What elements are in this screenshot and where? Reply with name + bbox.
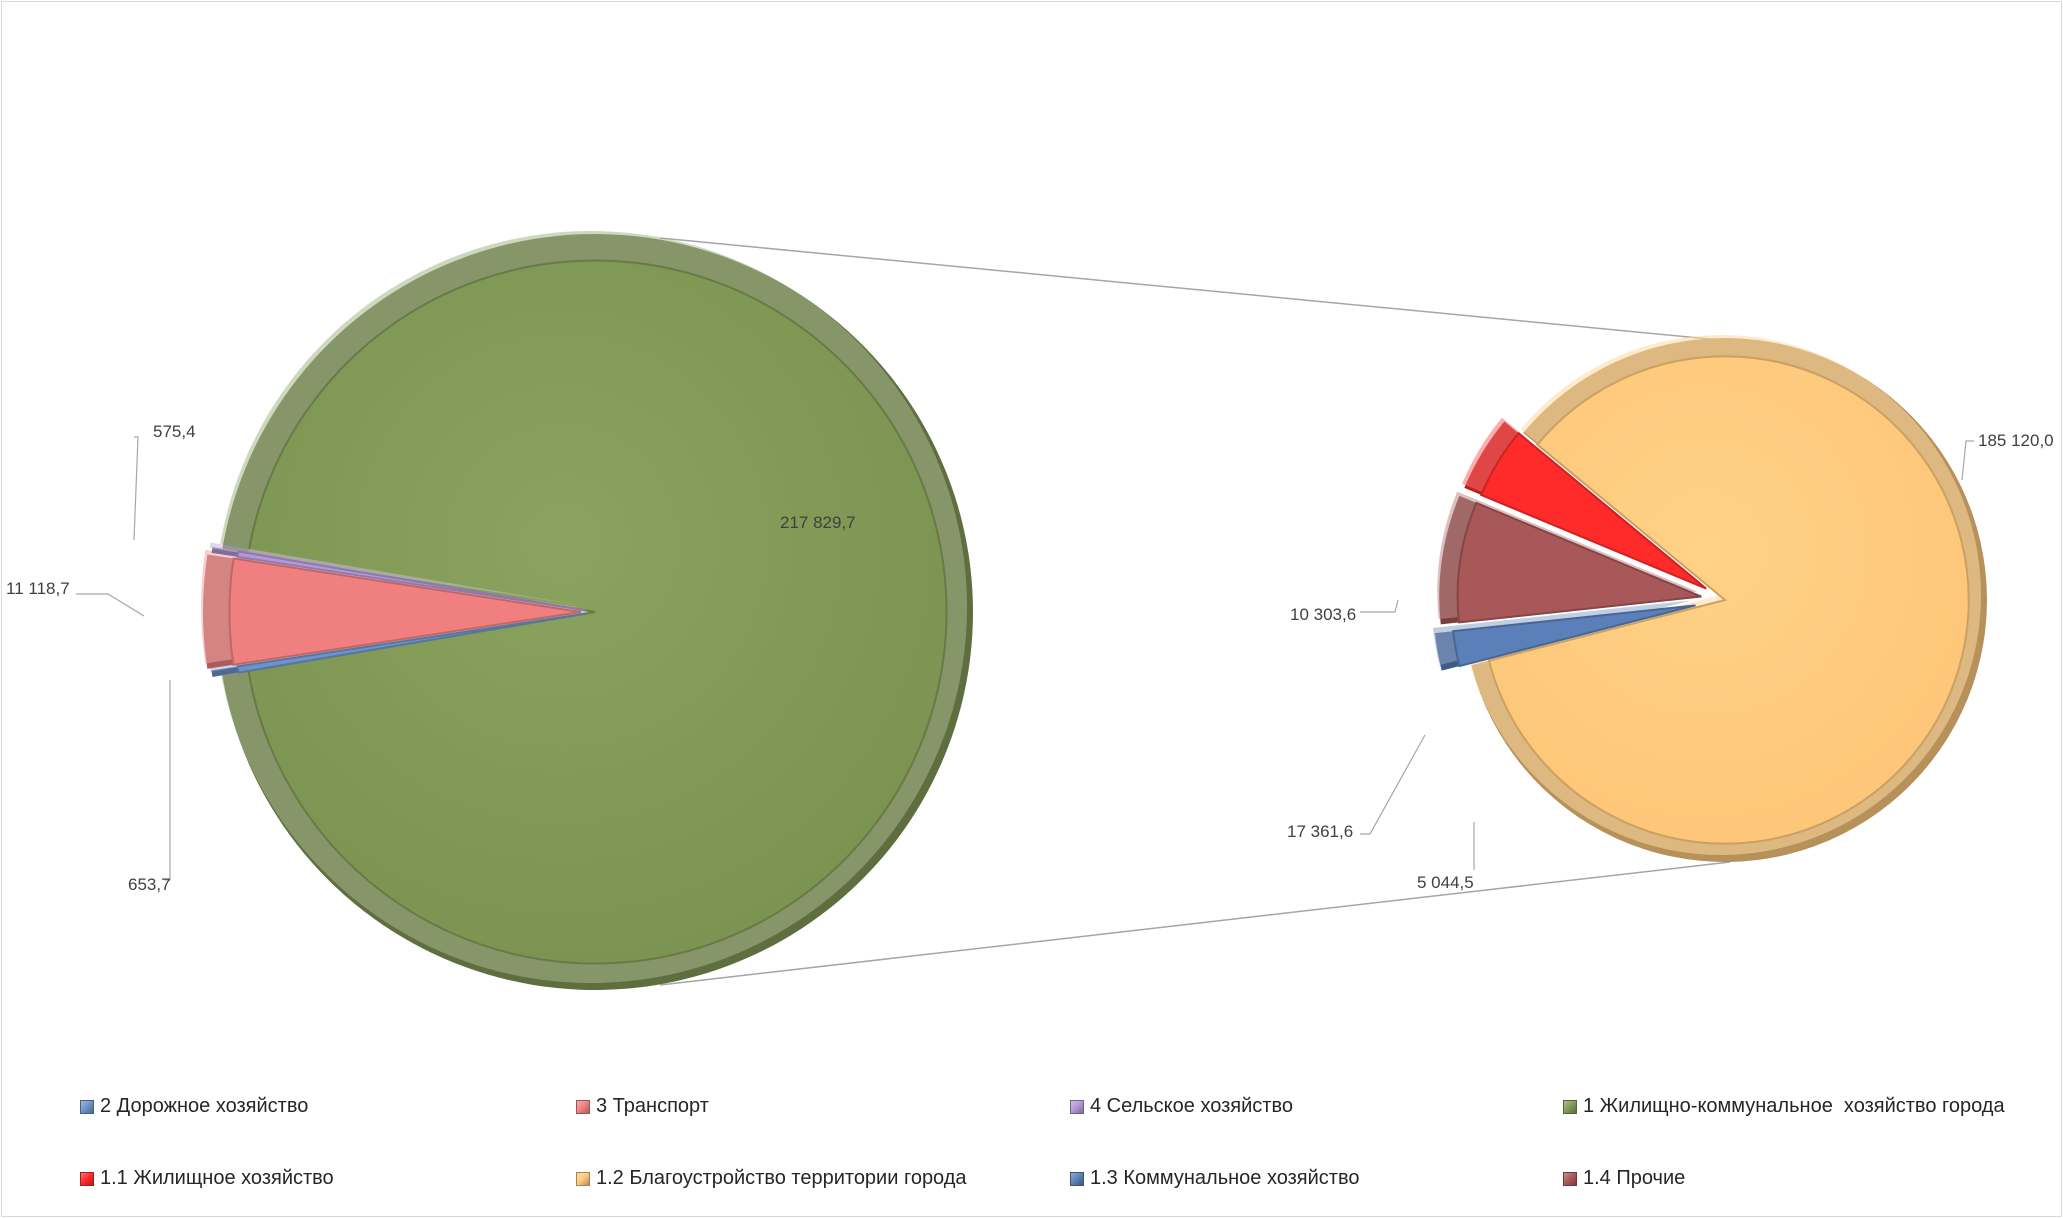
leader-lines	[76, 436, 1974, 881]
data-label-agriculture: 575,4	[153, 422, 196, 441]
legend-label: 1.3 Коммунальное хозяйство	[1090, 1167, 1360, 1189]
slice-edge	[247, 259, 948, 965]
legend-item-transport: 3 Транспорт	[576, 1095, 709, 1118]
leader-transport	[76, 593, 145, 617]
primary-pie	[201, 230, 973, 991]
legend-label: 3 Транспорт	[596, 1095, 709, 1117]
leader-housing	[1360, 599, 1399, 613]
slice-face	[1489, 356, 1969, 844]
legend-swatch	[576, 1171, 590, 1186]
legend-label: 4 Сельское хозяйство	[1090, 1095, 1293, 1117]
legend-swatch	[1563, 1099, 1577, 1114]
secondary-pie-slice-1	[1432, 600, 1696, 671]
primary-pie-slice-3	[209, 542, 586, 612]
legend-swatch	[80, 1099, 94, 1114]
legend-item-other: 1.4 Прочие	[1563, 1167, 1685, 1190]
legend-item-agriculture: 4 Сельское хозяйство	[1070, 1095, 1293, 1118]
leader-other	[1360, 734, 1426, 835]
legend-label: 1.2 Благоустройство территории города	[596, 1167, 967, 1189]
data-label-transport: 11 118,7	[6, 579, 70, 598]
primary-pie-slice-2	[201, 549, 582, 669]
legend-swatch	[576, 1099, 590, 1114]
legend-swatch	[1070, 1171, 1084, 1186]
legend-label: 1.4 Прочие	[1583, 1167, 1686, 1189]
legend-label: 2 Дорожное хозяйство	[100, 1095, 309, 1117]
legend: 2 Дорожное хозяйство 3 Транспорт 4 Сельс…	[0, 1075, 2063, 1195]
data-label-other: 17 361,6	[1287, 822, 1353, 841]
connector-line-bottom	[659, 861, 1731, 986]
leader-agriculture	[133, 436, 139, 541]
slice-edge	[1479, 431, 1707, 590]
slice-edge	[236, 612, 586, 674]
legend-swatch	[80, 1171, 94, 1186]
connector-line-top	[659, 237, 1721, 341]
legend-item-roads: 2 Дорожное хозяйство	[80, 1095, 308, 1118]
secondary-pie-slice-2	[1437, 491, 1702, 625]
legend-swatch	[1563, 1171, 1577, 1186]
leader-landscaping	[1961, 440, 1974, 481]
data-label-housing-utilities: 217 829,7	[780, 513, 856, 532]
data-label-housing: 10 303,6	[1290, 605, 1356, 624]
legend-item-housing: 1.1 Жилищное хозяйство	[80, 1167, 334, 1190]
slice-face	[1457, 502, 1702, 623]
slice-highlight	[209, 542, 582, 606]
legend-label: 1 Жилищно-коммунальное хозяйство города	[1583, 1095, 2005, 1117]
slice-face	[248, 260, 947, 964]
legend-label: 1.1 Жилищное хозяйство	[100, 1167, 334, 1189]
connector-lines	[659, 237, 1731, 986]
legend-item-housing-utilities: 1 Жилищно-коммунальное хозяйство города	[1563, 1095, 2005, 1118]
secondary-pie	[1432, 335, 1987, 862]
leader-roads	[165, 680, 171, 881]
data-label-roads: 653,7	[128, 875, 171, 894]
slice-edge	[1452, 604, 1696, 668]
legend-swatch	[1070, 1099, 1084, 1114]
slice-edge	[228, 557, 582, 666]
data-label-communal: 5 044,5	[1417, 873, 1474, 892]
slice-face	[229, 558, 581, 665]
slice-edge	[236, 550, 586, 612]
secondary-pie-slice-0	[1469, 335, 1987, 862]
slice-edge	[1487, 355, 1970, 845]
primary-pie-slice-0	[220, 230, 973, 991]
legend-item-communal: 1.3 Коммунальное хозяйство	[1070, 1167, 1360, 1190]
slice-face	[1481, 433, 1707, 589]
secondary-pie-slice-3	[1462, 417, 1707, 590]
legend-item-landscaping: 1.2 Благоустройство территории города	[576, 1167, 967, 1190]
slice-edge	[1456, 501, 1702, 624]
data-label-landscaping: 185 120,0	[1978, 431, 2054, 450]
